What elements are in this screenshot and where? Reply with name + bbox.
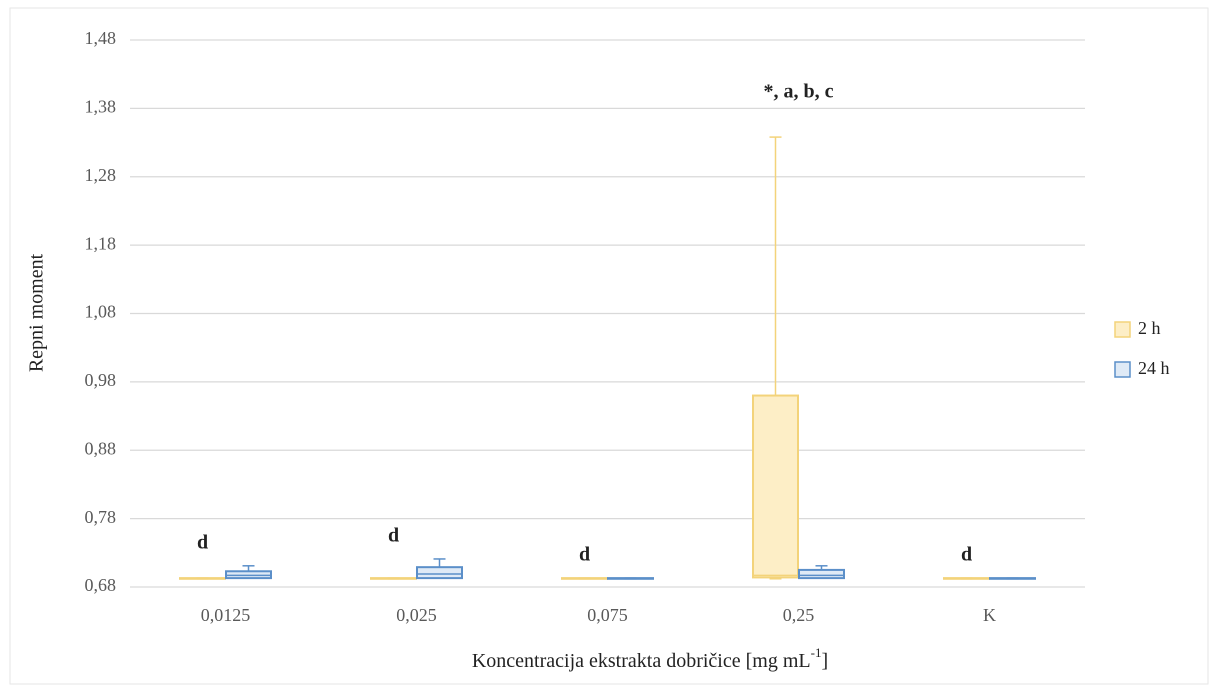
x-axis-label-sup: -1 <box>811 645 822 660</box>
chart-border <box>9 7 1209 685</box>
y-tick-label: 0,78 <box>85 507 117 527</box>
legend-swatch <box>1114 361 1131 378</box>
x-tick-label: 0,075 <box>587 605 628 625</box>
x-tick-label: 0,25 <box>783 605 815 625</box>
y-tick-label: 1,28 <box>85 165 117 185</box>
annotation: *, a, b, c <box>764 81 834 103</box>
y-tick-label: 0,88 <box>85 438 117 458</box>
annotation: d <box>579 544 590 566</box>
x-axis-label-main: Koncentracija ekstrakta dobričice [mg mL <box>472 650 811 672</box>
x-tick-label: 0,025 <box>396 605 437 625</box>
y-axis-label: Repni moment <box>26 253 48 372</box>
y-tick-label: 1,08 <box>85 302 117 322</box>
y-tick-label: 1,38 <box>85 97 117 117</box>
x-tick-label: 0,0125 <box>201 605 251 625</box>
legend-swatch <box>1114 321 1131 338</box>
annotation: d <box>197 531 208 553</box>
y-tick-label: 1,48 <box>85 28 117 48</box>
box <box>752 394 799 579</box>
y-tick-label: 0,68 <box>85 575 117 595</box>
annotation: d <box>961 544 972 566</box>
x-tick-label: K <box>983 605 996 625</box>
x-axis-label: Koncentracija ekstrakta dobričice [mg mL… <box>472 645 828 672</box>
box <box>798 568 845 580</box>
annotation: d <box>388 525 399 547</box>
y-tick-label: 0,98 <box>85 370 117 390</box>
legend-label: 2 h <box>1138 318 1161 338</box>
box <box>416 566 463 580</box>
x-axis-label-end: ] <box>821 650 828 672</box>
y-tick-label: 1,18 <box>85 233 117 253</box>
legend-label: 24 h <box>1138 358 1170 378</box>
